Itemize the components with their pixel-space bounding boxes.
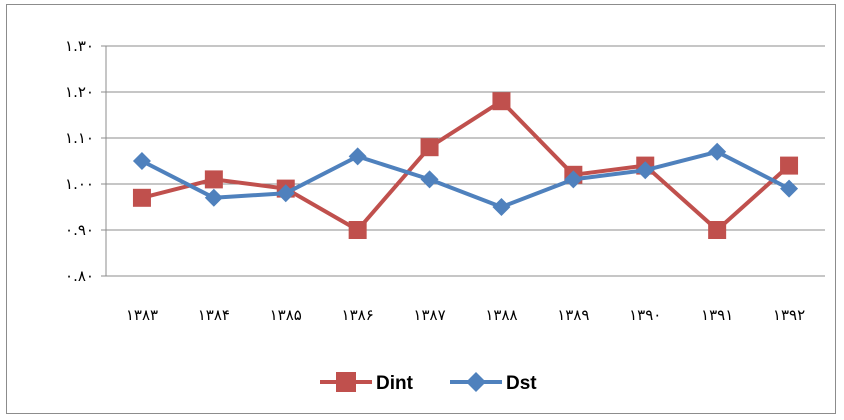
- data-point-dst: [420, 170, 439, 189]
- y-tick-label: ۱.۱۰: [65, 129, 94, 147]
- data-point-dst: [276, 184, 295, 203]
- data-point-dint: [204, 170, 223, 189]
- data-point-dst: [132, 152, 151, 170]
- y-tick-label: ۰.۸۰: [65, 267, 94, 285]
- data-point-dst: [492, 198, 511, 216]
- x-tick-label: ۱۳۸۷: [413, 306, 445, 324]
- legend-label-dint: Dint: [376, 373, 414, 394]
- data-point-dst: [348, 147, 367, 166]
- data-point-dst: [636, 161, 655, 180]
- x-tick-label: ۱۳۸۵: [270, 306, 302, 324]
- data-point-dst: [708, 142, 727, 161]
- data-point-dint: [708, 221, 727, 239]
- data-point-dint: [780, 156, 799, 175]
- x-tick-label: ۱۳۸۹: [557, 306, 589, 324]
- chart-frame: [6, 4, 836, 414]
- data-point-dint: [420, 138, 439, 157]
- data-point-dint: [132, 188, 151, 207]
- y-tick-label: ۱.۲۰: [65, 83, 94, 101]
- data-point-dst: [564, 170, 583, 189]
- x-tick-label: ۱۳۸۴: [198, 306, 230, 324]
- data-point-dst: [780, 179, 799, 198]
- x-tick-label: ۱۳۸۳: [126, 306, 158, 324]
- x-tick-label: ۱۳۸۸: [485, 306, 517, 324]
- x-tick-label: ۱۳۸۶: [342, 306, 374, 324]
- x-tick-label: ۱۳۹۱: [701, 306, 733, 324]
- legend-marker-dint: [336, 372, 356, 392]
- legend-label-dst: Dst: [506, 373, 537, 394]
- y-tick-label: ۰.۹۰: [65, 221, 94, 239]
- series-line-dint: [141, 99, 791, 232]
- x-tick-label: ۱۳۹۰: [629, 306, 661, 324]
- y-tick-label: ۱.۰۰: [65, 175, 94, 193]
- y-tick-label: ۱.۳۰: [65, 37, 94, 55]
- data-point-dint: [492, 92, 511, 111]
- series-line-dst: [141, 149, 790, 209]
- data-point-dst: [204, 188, 223, 207]
- legend-marker-dst: [466, 372, 486, 392]
- data-point-dint: [348, 221, 367, 239]
- x-tick-label: ۱۳۹۲: [773, 306, 805, 324]
